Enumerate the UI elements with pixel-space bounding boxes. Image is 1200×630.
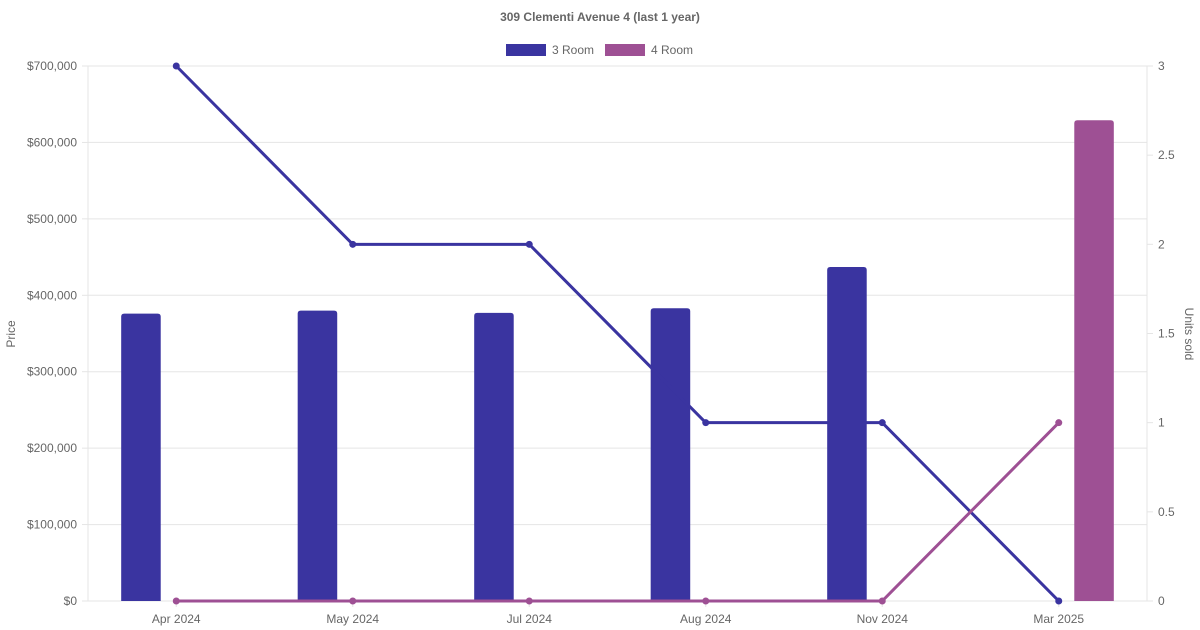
line-4-room (176, 421, 1060, 603)
bar-3-room-1 (297, 310, 338, 601)
lines (172, 62, 1063, 605)
bar-4-room-5 (1074, 120, 1114, 601)
point-3-room-1 (349, 240, 357, 248)
point-4-room-2 (525, 597, 533, 605)
legend-swatch-1 (605, 44, 645, 56)
y-axis-left-title: Price (4, 320, 18, 348)
legend: 3 Room 4 Room (506, 43, 693, 57)
y-left-tick-label: $200,000 (27, 441, 77, 455)
point-4-room-3 (702, 597, 710, 605)
x-tick-label: Mar 2025 (1033, 612, 1084, 626)
legend-label-0: 3 Room (552, 43, 594, 57)
bar-3-room-2 (474, 312, 514, 601)
y-right-tick-label: 1 (1158, 416, 1165, 430)
point-3-room-4 (878, 419, 886, 427)
point-3-room-0 (172, 62, 180, 70)
y-left-tick-label: $700,000 (27, 59, 77, 73)
y-right-tick-label: 3 (1158, 59, 1165, 73)
y-left-tick-label: $600,000 (27, 135, 77, 149)
y-right-tick-label: 2.5 (1158, 148, 1175, 162)
y-right-tick-label: 0 (1158, 594, 1165, 608)
line-3-room (175, 64, 1060, 603)
point-4-room-4 (878, 597, 886, 605)
legend-label-1: 4 Room (651, 43, 693, 57)
y-axis-left: $0 $100,000 $200,000 $300,000 $400,000 $500,0… (27, 59, 77, 608)
legend-swatch-0 (506, 44, 546, 56)
x-axis: Apr 2024 May 2024 Jul 2024 Aug 2024 Nov 2024… (152, 601, 1084, 626)
y-left-tick-label: $500,000 (27, 212, 77, 226)
point-4-room-1 (349, 597, 357, 605)
point-4-room-5 (1055, 419, 1063, 427)
point-3-room-5 (1055, 597, 1063, 605)
y-right-tick-label: 1.5 (1158, 327, 1175, 341)
point-4-room-0 (172, 597, 180, 605)
bar-3-room-3 (650, 308, 691, 601)
grid (82, 65, 1153, 602)
y-left-tick-label: $300,000 (27, 365, 77, 379)
x-tick-label: May 2024 (326, 612, 379, 626)
y-axis-right: 0 0.5 1 1.5 2 2.5 3 (1158, 59, 1175, 608)
bar-3-room-0 (121, 313, 161, 601)
y-axis-right-title: Units sold (1182, 308, 1196, 361)
y-left-tick-label: $400,000 (27, 288, 77, 302)
bar-3-room-4 (827, 267, 867, 601)
bars (121, 120, 1114, 601)
y-right-tick-label: 0.5 (1158, 505, 1175, 519)
x-tick-label: Jul 2024 (507, 612, 553, 626)
x-tick-label: Nov 2024 (857, 612, 909, 626)
x-tick-label: Aug 2024 (680, 612, 732, 626)
y-left-tick-label: $0 (64, 594, 78, 608)
y-right-tick-label: 2 (1158, 237, 1165, 251)
x-tick-label: Apr 2024 (152, 612, 201, 626)
y-left-tick-label: $100,000 (27, 518, 77, 532)
chart-title: 309 Clementi Avenue 4 (last 1 year) (500, 10, 700, 24)
point-3-room-3 (702, 419, 710, 427)
point-3-room-2 (525, 240, 533, 248)
